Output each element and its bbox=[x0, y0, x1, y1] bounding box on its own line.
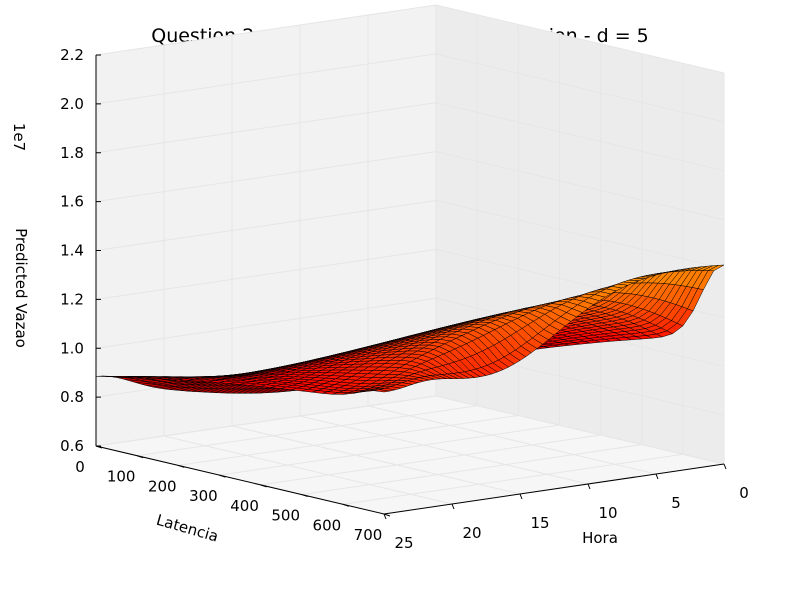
x-axis-line bbox=[95, 445, 385, 515]
x-tick-mark bbox=[342, 503, 350, 507]
y-tick-label: 25 bbox=[394, 534, 413, 552]
y-tick-label: 5 bbox=[671, 494, 681, 512]
x-tick-mark bbox=[260, 484, 267, 488]
x-tick-label: 300 bbox=[189, 487, 218, 505]
y-tick-label: 10 bbox=[598, 504, 617, 522]
x-tick-label: 100 bbox=[107, 468, 136, 486]
x-axis-title: Latencia bbox=[154, 511, 220, 546]
x-tick-label: 0 bbox=[75, 458, 85, 476]
x-tick-label: 600 bbox=[313, 516, 342, 534]
y-tick-mark bbox=[655, 473, 659, 480]
y-tick-mark bbox=[451, 503, 455, 510]
gridline-z bbox=[95, 151, 725, 221]
surface-patch bbox=[373, 389, 390, 393]
x-tick-mark bbox=[136, 455, 144, 459]
surface bbox=[95, 264, 725, 395]
x-tick-mark bbox=[219, 474, 226, 478]
x-tick-label: 500 bbox=[271, 507, 300, 525]
z-tick-label: 2.0 bbox=[60, 95, 84, 113]
z-tick-label: 0.8 bbox=[60, 388, 84, 406]
y-tick-mark bbox=[587, 483, 591, 490]
gridline-z bbox=[95, 53, 725, 123]
x-tick-mark bbox=[178, 464, 185, 468]
z-tick-label: 1.4 bbox=[60, 242, 84, 260]
x-tick-label: 400 bbox=[230, 497, 259, 515]
floor-pane bbox=[96, 396, 724, 514]
y-tick-mark bbox=[519, 493, 523, 500]
y-tick-label: 0 bbox=[739, 484, 749, 502]
y-tick-label: 20 bbox=[462, 524, 481, 542]
gridline-z bbox=[95, 199, 725, 269]
y-tick-label: 15 bbox=[530, 514, 549, 532]
gridline-z bbox=[95, 4, 725, 74]
gridline-z bbox=[95, 297, 725, 367]
y-tick-mark bbox=[723, 463, 727, 470]
z-tick-label: 0.6 bbox=[60, 437, 84, 455]
x-tick-mark bbox=[301, 494, 308, 498]
y-axis-line bbox=[383, 463, 725, 515]
z-tick-label: 1.6 bbox=[60, 193, 84, 211]
x-tick-label: 200 bbox=[148, 477, 177, 495]
x-tick-mark bbox=[95, 445, 103, 449]
gridline-z bbox=[95, 102, 725, 172]
x-tick-mark bbox=[383, 513, 391, 517]
z-tick-label: 1.8 bbox=[60, 144, 84, 162]
axis-panes bbox=[96, 5, 724, 514]
z-tick-label: 1.2 bbox=[60, 290, 84, 308]
y-tick-mark bbox=[383, 513, 387, 520]
x-tick-label: 700 bbox=[354, 526, 383, 544]
z-axis-title: Predicted Vazao bbox=[12, 228, 30, 348]
tick-labels: 0.60.81.01.21.41.61.82.02.20100200300400… bbox=[60, 46, 749, 552]
z-tick-label: 1.0 bbox=[60, 339, 84, 357]
y-axis-title: Hora bbox=[582, 529, 618, 547]
z-offset-label: 1e7 bbox=[10, 123, 28, 151]
z-tick-label: 2.2 bbox=[60, 46, 84, 64]
gridline-z bbox=[95, 395, 725, 465]
